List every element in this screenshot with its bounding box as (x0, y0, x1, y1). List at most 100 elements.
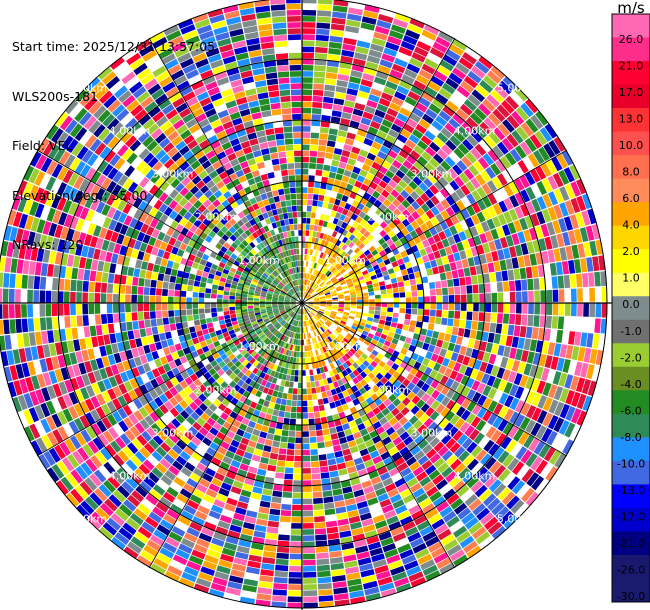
velocity-gate (125, 312, 132, 322)
velocity-gate (330, 210, 337, 218)
velocity-gate (236, 545, 250, 554)
velocity-gate (407, 382, 416, 391)
velocity-gate (206, 515, 219, 526)
velocity-gate (344, 264, 351, 271)
velocity-gate (345, 374, 352, 382)
velocity-gate (401, 199, 411, 209)
velocity-gate (306, 382, 311, 388)
velocity-gate (344, 305, 351, 308)
velocity-gate (356, 339, 364, 346)
velocity-gate (276, 378, 282, 386)
velocity-gate (350, 521, 362, 530)
velocity-gate (260, 569, 274, 577)
velocity-gate (160, 340, 169, 349)
velocity-gate (221, 547, 236, 557)
velocity-gate (558, 420, 570, 435)
velocity-gate (307, 304, 314, 306)
velocity-gate (304, 273, 307, 279)
velocity-gate (425, 570, 441, 582)
velocity-gate (361, 143, 371, 152)
velocity-gate (348, 357, 355, 365)
velocity-gate (304, 321, 306, 327)
velocity-gate (344, 560, 358, 569)
velocity-gate (291, 517, 302, 523)
velocity-gate (416, 207, 425, 217)
velocity-gate (344, 395, 352, 403)
velocity-gate (311, 262, 315, 268)
velocity-gate (401, 554, 417, 565)
velocity-gate (283, 368, 288, 375)
velocity-gate (332, 185, 340, 193)
velocity-gate (465, 46, 481, 60)
velocity-gate (360, 371, 368, 379)
velocity-gate (385, 41, 400, 52)
velocity-gate (505, 439, 518, 453)
velocity-gate (316, 558, 330, 566)
velocity-gate (383, 364, 391, 372)
velocity-gate (302, 242, 305, 248)
velocity-gate (257, 437, 266, 445)
velocity-gate (313, 343, 317, 350)
velocity-gate (366, 320, 373, 326)
velocity-gate (525, 453, 538, 468)
velocity-gate (335, 232, 342, 240)
velocity-gate (355, 239, 362, 247)
velocity-gate (479, 536, 495, 550)
velocity-gate (410, 338, 418, 347)
velocity-gate (278, 410, 285, 418)
velocity-gate (348, 440, 357, 448)
velocity-gate (305, 363, 309, 370)
velocity-gate (550, 329, 557, 343)
velocity-gate (313, 337, 318, 344)
velocity-gate (466, 389, 476, 400)
velocity-gate (398, 286, 405, 293)
velocity-gate (502, 170, 513, 183)
velocity-gate (211, 537, 225, 547)
velocity-gate (317, 290, 323, 294)
velocity-gate (399, 335, 407, 342)
velocity-gate (3, 319, 10, 335)
velocity-gate (373, 357, 381, 364)
velocity-gate (369, 299, 375, 303)
velocity-gate (488, 113, 501, 127)
velocity-gate (456, 530, 471, 544)
velocity-gate (478, 103, 492, 117)
velocity-gate (372, 176, 382, 185)
velocity-gate (392, 159, 402, 169)
velocity-gate (332, 306, 338, 309)
velocity-gate (302, 523, 314, 529)
velocity-gate (531, 265, 539, 278)
velocity-gate (193, 286, 200, 293)
velocity-gate (550, 356, 559, 370)
velocity-gate (363, 383, 371, 392)
velocity-gate (363, 485, 375, 495)
velocity-gate (250, 415, 259, 423)
velocity-gate (506, 495, 520, 510)
velocity-gate (21, 318, 29, 333)
velocity-gate (328, 316, 335, 321)
velocity-gate (592, 256, 600, 272)
velocity-gate (223, 542, 238, 551)
velocity-gate (380, 385, 389, 394)
velocity-gate (452, 67, 467, 80)
velocity-gate (328, 544, 342, 552)
velocity-gate (318, 293, 325, 297)
velocity-gate (314, 53, 328, 60)
velocity-gate (380, 451, 391, 461)
velocity-gate (361, 289, 368, 294)
velocity-gate (436, 310, 442, 318)
velocity-gate (363, 178, 372, 187)
velocity-gate (315, 40, 329, 48)
velocity-gate (441, 317, 448, 326)
velocity-gate (368, 94, 380, 103)
velocity-gate (331, 407, 338, 415)
velocity-gate (450, 244, 459, 254)
velocity-gate (365, 242, 373, 249)
velocity-gate (338, 357, 345, 364)
velocity-gate (449, 180, 460, 191)
velocity-gate (317, 151, 326, 158)
velocity-gate (303, 602, 318, 609)
velocity-gate (415, 409, 425, 419)
velocity-gate (391, 260, 399, 268)
velocity-gate (307, 261, 311, 268)
